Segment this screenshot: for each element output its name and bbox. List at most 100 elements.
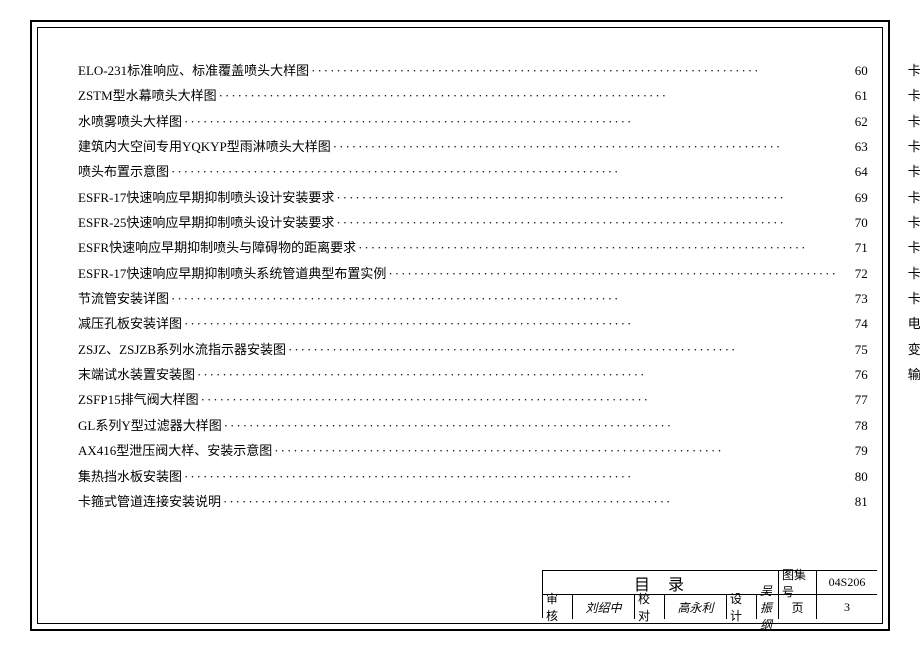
toc-row: 建筑内大空间专用YQKYP型雨淋喷头大样图···················… [78,134,868,159]
toc-dots: ········································… [184,109,838,134]
toc-row: 减压孔板安装详图································… [78,311,868,336]
toc-row: 水喷雾喷头大样图································… [78,109,868,134]
toc-page: 73 [840,286,868,311]
toc-row: 卡箍式管件规格尺寸表（七）···························… [908,261,920,286]
toc-content: ELO-231标准响应、标准覆盖喷头大样图···················… [78,58,852,563]
toc-row: 卡箍式管件规格尺寸表（六）···························… [908,235,920,260]
toc-dots: ········································… [388,261,837,286]
toc-title: ZSFP15排气阀大样图 [78,387,199,412]
toc-title: 卡箍式管件规格尺寸表（六） [908,235,920,260]
toc-dots: ········································… [336,185,837,210]
toc-title: 变压器水喷雾管道典型布置图 [908,337,920,362]
toc-title: ESFR-25快速响应早期抑制喷头设计安装要求 [78,210,334,235]
toc-page: 70 [840,210,868,235]
toc-title: ELO-231标准响应、标准覆盖喷头大样图 [78,58,309,83]
toc-page: 63 [840,134,868,159]
toc-title: 卡箍式管件规格尺寸表（三） [908,159,920,184]
toc-page: 77 [840,387,868,412]
toc-column-left: ELO-231标准响应、标准覆盖喷头大样图···················… [78,58,868,563]
toc-page: 80 [840,464,868,489]
toc-row: 卡箍式管道连接安装说明·····························… [78,489,868,514]
atlas-label: 图集号 [779,571,817,594]
title-row-1: 目录 图集号 04S206 [543,571,877,595]
toc-title: 卡箍式管件规格尺寸表（五） [908,210,920,235]
toc-title: 建筑内大空间专用YQKYP型雨淋喷头大样图 [78,134,331,159]
toc-title: 电缆隧道水喷雾管道典型布置图 [908,311,920,336]
toc-row: ESFR-17快速响应早期抑制喷头设计安装要求·················… [78,185,868,210]
toc-dots: ········································… [333,134,838,159]
toc-title: 节流管安装详图 [78,286,169,311]
toc-title: 水喷雾喷头大样图 [78,109,182,134]
toc-row: ZSFP15排气阀大样图····························… [78,387,868,412]
inner-frame: ELO-231标准响应、标准覆盖喷头大样图···················… [37,27,883,624]
page-label: 页 [779,595,817,619]
toc-page: 60 [840,58,868,83]
toc-column-right: 卡箍式管道连接示意图······························… [908,58,920,563]
toc-row: 输煤皮带水喷雾管道典型布置图··························… [908,362,920,387]
toc-page: 76 [840,362,868,387]
toc-dots: ········································… [219,83,838,108]
toc-row: 卡箍式管道连接钢管沟槽尺寸表、橡胶密封圈选用表·················… [908,83,920,108]
toc-row: 卡箍式管件规格尺寸表（五）···························… [908,210,920,235]
toc-row: 喷头布置示意图·································… [78,159,868,184]
toc-dots: ········································… [288,337,838,362]
toc-page: 71 [840,235,868,260]
toc-row: ELO-231标准响应、标准覆盖喷头大样图···················… [78,58,868,83]
toc-title: 喷头布置示意图 [78,159,169,184]
toc-title: 卡箍式管道连接钢管沟槽尺寸表、橡胶密封圈选用表 [908,83,920,108]
toc-title: AX416型泄压阀大样、安装示意图 [78,438,272,463]
toc-page: 61 [840,83,868,108]
toc-page: 81 [840,489,868,514]
toc-dots: ········································… [336,210,837,235]
toc-row: 卡箍式管道连接示意图······························… [908,58,920,83]
title-row-2: 审核 刘绍中 校对 高永利 设计 吴振纲 页 3 [543,595,877,619]
toc-title: 卡箍式管道连接示意图 [908,58,920,83]
toc-dots: ········································… [311,58,838,83]
toc-row: ESFR-17快速响应早期抑制喷头系统管道典型布置实例·············… [78,261,868,286]
toc-title: GL系列Y型过滤器大样图 [78,413,222,438]
review-sign: 刘绍中 [573,595,635,619]
toc-title: 卡箍式管件规格尺寸表（二） [908,134,920,159]
toc-title: 卡箍式管件规格尺寸表（一） [908,109,920,134]
check-sign: 高永利 [665,595,727,619]
toc-title: 卡箍式管道连接安装说明 [78,489,221,514]
toc-row: 卡箍式管件规格尺寸表（八）···························… [908,286,920,311]
toc-row: 节流管安装详图·································… [78,286,868,311]
toc-row: ESFR快速响应早期抑制喷头与障碍物的距离要求·················… [78,235,868,260]
toc-dots: ········································… [274,438,838,463]
toc-dots: ········································… [171,286,838,311]
toc-title: 卡箍式管件规格尺寸表（八） [908,286,920,311]
design-label: 设计 [727,595,757,619]
toc-dots: ········································… [223,489,838,514]
toc-row: GL系列Y型过滤器大样图····························… [78,413,868,438]
check-label: 校对 [635,595,665,619]
toc-page: 64 [840,159,868,184]
toc-dots: ········································… [184,464,838,489]
toc-dots: ········································… [224,413,838,438]
toc-row: AX416型泄压阀大样、安装示意图·······················… [78,438,868,463]
toc-row: 卡箍式管件规格尺寸表（三）···························… [908,159,920,184]
toc-title: ESFR-17快速响应早期抑制喷头系统管道典型布置实例 [78,261,386,286]
toc-page: 74 [840,311,868,336]
toc-page: 78 [840,413,868,438]
toc-row: 电缆隧道水喷雾管道典型布置图··························… [908,311,920,336]
title-block: 目录 图集号 04S206 审核 刘绍中 校对 高永利 设计 吴振纲 页 3 [542,570,877,618]
outer-frame: ELO-231标准响应、标准覆盖喷头大样图···················… [30,20,890,631]
toc-title: 减压孔板安装详图 [78,311,182,336]
toc-title: 集热挡水板安装图 [78,464,182,489]
toc-title: ESFR-17快速响应早期抑制喷头设计安装要求 [78,185,334,210]
toc-title: ESFR快速响应早期抑制喷头与障碍物的距离要求 [78,235,356,260]
toc-page: 62 [840,109,868,134]
toc-row: ZSJZ、ZSJZB系列水流指示器安装图····················… [78,337,868,362]
review-label: 审核 [543,595,573,619]
toc-title: 卡箍式管件规格尺寸表（四） [908,185,920,210]
toc-title: 输煤皮带水喷雾管道典型布置图 [908,362,920,387]
toc-dots: ········································… [197,362,838,387]
toc-row: 卡箍式管件规格尺寸表（四）···························… [908,185,920,210]
toc-row: 集热挡水板安装图································… [78,464,868,489]
toc-title: 卡箍式管件规格尺寸表（七） [908,261,920,286]
toc-dots: ········································… [201,387,838,412]
toc-title: ZSJZ、ZSJZB系列水流指示器安装图 [78,337,286,362]
toc-dots: ········································… [358,235,838,260]
toc-page: 72 [840,261,868,286]
